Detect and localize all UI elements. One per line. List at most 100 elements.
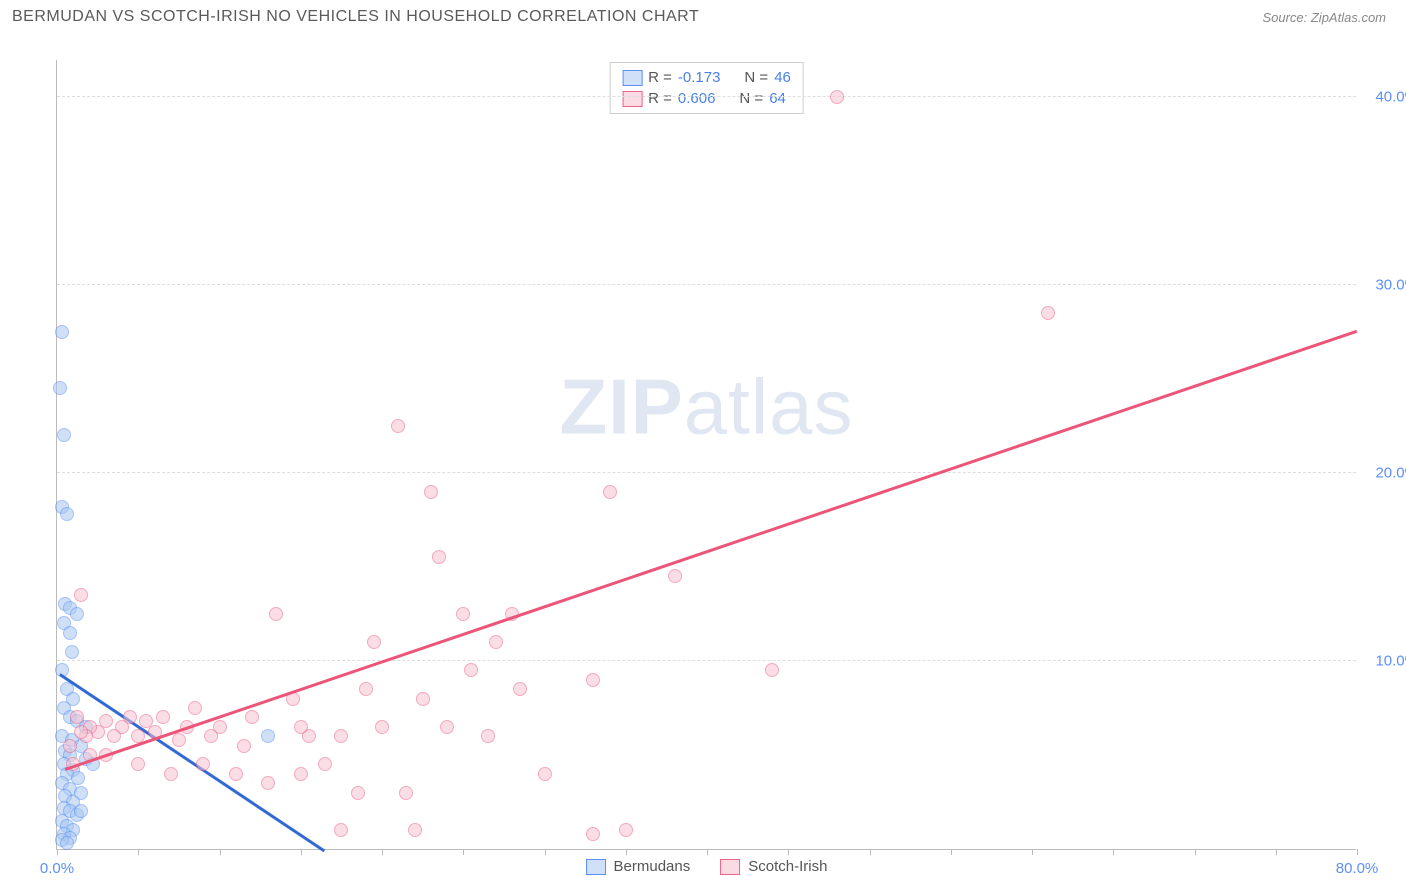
x-tick [707,849,708,855]
data-point [318,757,332,771]
stats-legend-row: R = 0.606 N = 64 [622,88,791,109]
data-point [70,710,84,724]
data-point [261,776,275,790]
data-point [196,757,210,771]
gridline [57,284,1356,285]
x-tick [870,849,871,855]
series-legend-item: Bermudans [586,858,691,875]
n-value: 64 [769,90,786,107]
data-point [408,823,422,837]
legend-swatch [586,859,606,875]
series-name: Bermudans [614,858,691,875]
data-point [63,739,77,753]
x-tick [951,849,952,855]
data-point [399,786,413,800]
stats-legend-row: R = -0.173N = 46 [622,67,791,88]
n-label: N = [744,69,768,86]
data-point [432,550,446,564]
data-point [830,90,844,104]
data-point [464,663,478,677]
series-legend-item: Scotch-Irish [720,858,827,875]
x-tick [1357,849,1358,855]
x-tick [1195,849,1196,855]
stats-legend: R = -0.173N = 46R = 0.606N = 64 [609,62,804,114]
data-point [359,682,373,696]
data-point [60,507,74,521]
data-point [375,720,389,734]
x-tick [1113,849,1114,855]
data-point [204,729,218,743]
x-tick [301,849,302,855]
data-point [456,607,470,621]
series-name: Scotch-Irish [748,858,827,875]
watermark: ZIPatlas [559,362,853,453]
legend-swatch [622,91,642,107]
data-point [416,692,430,706]
r-value: -0.173 [678,69,721,86]
data-point [261,729,275,743]
data-point [481,729,495,743]
data-point [107,729,121,743]
data-point [603,485,617,499]
data-point [538,767,552,781]
data-point [139,714,153,728]
data-point [391,419,405,433]
series-legend: Bermudans Scotch-Irish [586,858,828,875]
y-axis-label: No Vehicles in Household [0,217,3,388]
x-tick [382,849,383,855]
plot-area: ZIPatlas R = -0.173N = 46R = 0.606N = 64… [56,60,1356,850]
data-point [269,607,283,621]
data-point [1041,306,1055,320]
y-tick-label: 10.0% [1363,652,1406,669]
data-point [55,325,69,339]
data-point [619,823,633,837]
data-point [334,729,348,743]
gridline [57,472,1356,473]
x-tick [626,849,627,855]
chart-title: BERMUDAN VS SCOTCH-IRISH NO VEHICLES IN … [12,8,699,26]
data-point [172,733,186,747]
data-point [489,635,503,649]
gridline [57,660,1356,661]
x-tick [1276,849,1277,855]
x-tick [220,849,221,855]
data-point [294,720,308,734]
data-point [156,710,170,724]
data-point [60,836,74,850]
r-value: 0.606 [678,90,716,107]
n-label: N = [739,90,763,107]
data-point [668,569,682,583]
data-point [245,710,259,724]
data-point [294,767,308,781]
x-tick [138,849,139,855]
data-point [63,626,77,640]
data-point [513,682,527,696]
data-point [229,767,243,781]
data-point [65,645,79,659]
data-point [440,720,454,734]
data-point [765,663,779,677]
data-point [70,607,84,621]
x-tick [545,849,546,855]
x-tick [788,849,789,855]
legend-swatch [720,859,740,875]
y-tick-label: 40.0% [1363,88,1406,105]
x-tick-label: 0.0% [40,860,74,877]
data-point [237,739,251,753]
r-label: R = [648,90,672,107]
x-tick [57,849,58,855]
x-tick [463,849,464,855]
y-tick-label: 30.0% [1363,276,1406,293]
data-point [188,701,202,715]
r-label: R = [648,69,672,86]
trend-line [65,329,1358,770]
legend-swatch [622,70,642,86]
data-point [586,673,600,687]
y-tick-label: 20.0% [1363,464,1406,481]
data-point [164,767,178,781]
data-point [334,823,348,837]
x-tick [1032,849,1033,855]
data-point [351,786,365,800]
data-point [57,428,71,442]
data-point [424,485,438,499]
